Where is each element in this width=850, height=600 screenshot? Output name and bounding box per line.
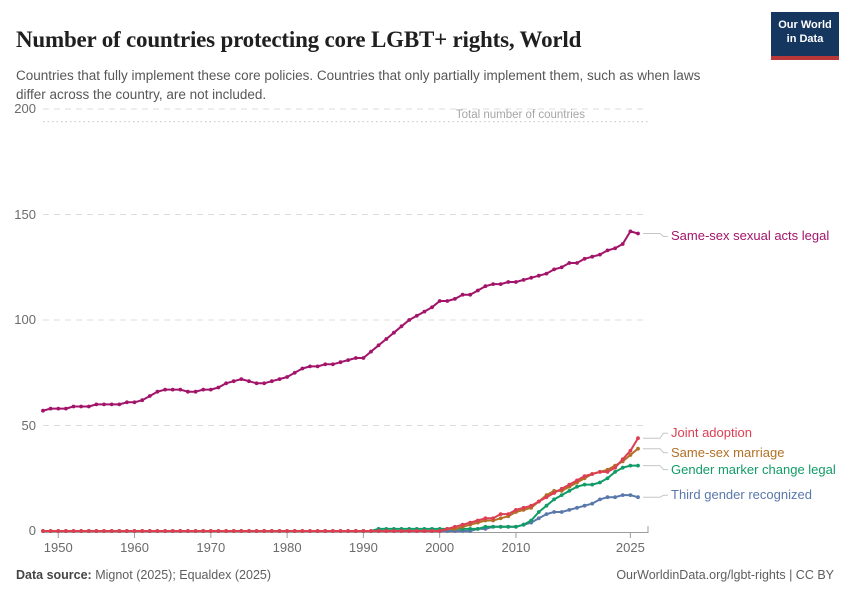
series-line-gender-marker-change-legal	[42, 464, 639, 532]
x-tick-label-1960: 1960	[120, 540, 149, 555]
x-tick-label-2000: 2000	[425, 540, 455, 555]
data-source-label: Data source:	[16, 568, 92, 582]
label-connector-joint-adoption	[643, 432, 668, 439]
footer-link-text: OurWorldinData.org/lgbt-rights | CC BY	[616, 568, 834, 582]
y-tick-label-150: 150	[14, 206, 36, 222]
y-tick-label-50: 50	[21, 417, 36, 433]
series-label-third-gender-recognized: Third gender recognized	[671, 487, 812, 503]
series-label-same-sex-sexual-acts-legal: Same-sex sexual acts legal	[671, 228, 830, 244]
series-label-same-sex-marriage: Same-sex marriage	[671, 444, 785, 460]
series-line-same-sex-marriage	[42, 447, 639, 532]
series-line-third-gender-recognized	[42, 494, 639, 532]
series-line-same-sex-sexual-acts-legal	[42, 230, 639, 412]
total-countries-annotation: Total number of countries	[455, 108, 585, 121]
series-line-joint-adoption	[42, 437, 639, 532]
series-points-same-sex-marriage	[41, 446, 640, 533]
series-points-gender-marker-change-legal	[41, 463, 640, 533]
series-points-joint-adoption	[41, 436, 640, 533]
x-tick-label-2010: 2010	[501, 540, 531, 555]
y-tick-label-100: 100	[14, 312, 36, 327]
series-label-joint-adoption: Joint adoption	[671, 425, 752, 441]
series-label-gender-marker-change-legal: Gender marker change legal	[671, 461, 836, 477]
x-tick-label-1980: 1980	[272, 540, 302, 555]
chart-subtitle: Countries that fully implement these cor…	[16, 67, 701, 103]
chart-footer: Data source: Mignot (2025); Equaldex (20…	[16, 568, 834, 582]
label-connector-gender-marker-change-legal	[643, 465, 668, 471]
x-tick-label-1970: 1970	[196, 540, 226, 555]
label-connector-third-gender-recognized	[643, 494, 668, 498]
y-tick-label-200: 200	[14, 101, 36, 116]
x-tick-label-2025: 2025	[615, 540, 645, 555]
label-connector-same-sex-sexual-acts-legal	[643, 233, 668, 237]
label-connector-same-sex-marriage	[643, 448, 668, 454]
y-tick-label-0: 0	[28, 523, 36, 538]
data-source-text: Mignot (2025); Equaldex (2025)	[91, 568, 272, 582]
series-points-same-sex-sexual-acts-legal	[41, 229, 640, 413]
x-tick-label-1950: 1950	[43, 540, 73, 555]
x-tick-label-1990: 1990	[348, 540, 378, 555]
page-title: Number of countries protecting core LGBT…	[16, 27, 582, 53]
